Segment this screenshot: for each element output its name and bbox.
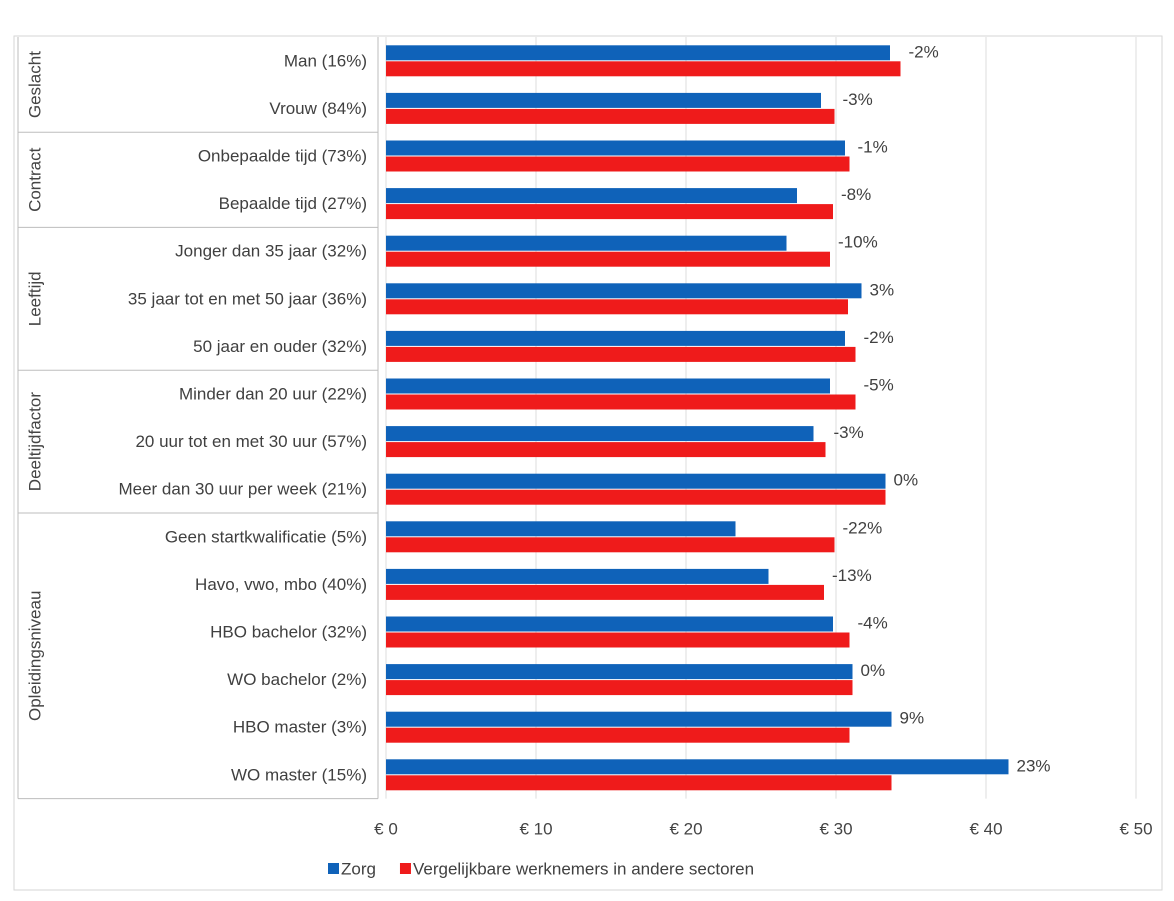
- legend-label: Zorg: [341, 860, 376, 879]
- x-tick-label: € 20: [669, 820, 702, 839]
- data-label: 0%: [861, 661, 886, 680]
- x-tick-label: € 50: [1119, 820, 1152, 839]
- bar-zorg: [386, 140, 845, 156]
- legend-label: Vergelijkbare werknemers in andere secto…: [413, 860, 754, 879]
- bar-vergelijkbaar: [386, 108, 835, 124]
- data-label: -8%: [841, 185, 871, 204]
- group-label: Leeftijd: [26, 271, 45, 326]
- category-label: HBO master (3%): [233, 718, 367, 737]
- bar-vergelijkbaar: [386, 775, 892, 791]
- bar-vergelijkbaar: [386, 251, 830, 267]
- category-label: Meer dan 30 uur per week (21%): [118, 480, 367, 499]
- category-label: Geen startkwalificatie (5%): [165, 527, 367, 546]
- data-label: -22%: [843, 518, 883, 537]
- bar-zorg: [386, 378, 830, 394]
- bar-zorg: [386, 711, 892, 727]
- bar-zorg: [386, 664, 853, 680]
- category-label: 50 jaar en ouder (32%): [193, 337, 367, 356]
- data-label: 9%: [900, 709, 925, 728]
- bar-zorg: [386, 330, 845, 346]
- group-label: Geslacht: [26, 51, 45, 118]
- bar-vergelijkbaar: [386, 680, 853, 696]
- category-label: Havo, vwo, mbo (40%): [195, 575, 367, 594]
- bar-zorg: [386, 759, 1009, 775]
- category-label: 35 jaar tot en met 50 jaar (36%): [128, 289, 367, 308]
- legend-swatch: [328, 863, 339, 874]
- data-label: -3%: [834, 423, 864, 442]
- bar-zorg: [386, 92, 821, 108]
- x-tick-label: € 0: [374, 820, 398, 839]
- bar-zorg: [386, 45, 890, 61]
- bar-zorg: [386, 568, 769, 584]
- data-label: 23%: [1017, 756, 1051, 775]
- category-label: Jonger dan 35 jaar (32%): [175, 242, 367, 261]
- bar-vergelijkbaar: [386, 537, 835, 553]
- data-label: -3%: [843, 90, 873, 109]
- bar-vergelijkbaar: [386, 156, 850, 172]
- category-label: Vrouw (84%): [269, 99, 367, 118]
- data-label: -1%: [858, 138, 888, 157]
- legend-swatch: [399, 863, 411, 874]
- bar-zorg: [386, 235, 787, 251]
- data-label: -5%: [864, 376, 894, 395]
- data-label: 3%: [870, 280, 895, 299]
- data-label: -13%: [832, 566, 872, 585]
- group-label: Opleidingsniveau: [26, 591, 45, 721]
- category-label: HBO bachelor (32%): [210, 623, 367, 642]
- data-label: -4%: [858, 614, 888, 633]
- bar-vergelijkbaar: [386, 346, 856, 362]
- category-label: Bepaalde tijd (27%): [219, 194, 367, 213]
- category-label: WO master (15%): [231, 765, 367, 784]
- bar-zorg: [386, 616, 833, 632]
- x-tick-label: € 40: [969, 820, 1002, 839]
- group-label: Deeltijdfactor: [26, 392, 45, 492]
- bar-vergelijkbaar: [386, 584, 824, 600]
- bar-zorg: [386, 283, 862, 299]
- data-label: -10%: [838, 233, 878, 252]
- x-tick-label: € 10: [519, 820, 552, 839]
- bar-vergelijkbaar: [386, 204, 833, 220]
- bar-zorg: [386, 521, 736, 537]
- bar-zorg: [386, 426, 814, 442]
- bar-vergelijkbaar: [386, 442, 826, 458]
- category-label: WO bachelor (2%): [227, 670, 367, 689]
- category-label: Minder dan 20 uur (22%): [179, 385, 367, 404]
- x-tick-label: € 30: [819, 820, 852, 839]
- data-label: -2%: [909, 42, 939, 61]
- bar-vergelijkbaar: [386, 727, 850, 743]
- data-label: 0%: [894, 471, 919, 490]
- bar-vergelijkbaar: [386, 632, 850, 648]
- bar-zorg: [386, 473, 886, 489]
- bar-vergelijkbaar: [386, 61, 901, 77]
- category-label: Onbepaalde tijd (73%): [198, 147, 367, 166]
- category-label: Man (16%): [284, 51, 367, 70]
- bar-vergelijkbaar: [386, 299, 848, 315]
- bar-vergelijkbaar: [386, 489, 886, 505]
- group-label: Contract: [26, 147, 45, 212]
- bar-zorg: [386, 188, 797, 204]
- bar-vergelijkbaar: [386, 394, 856, 410]
- chart-frame: [13, 35, 1163, 891]
- data-label: -2%: [864, 328, 894, 347]
- category-label: 20 uur tot en met 30 uur (57%): [135, 432, 367, 451]
